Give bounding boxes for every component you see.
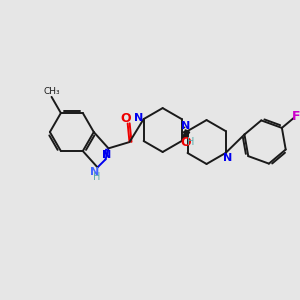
- Text: N: N: [102, 150, 111, 161]
- Text: N: N: [134, 113, 143, 123]
- Text: CH₃: CH₃: [43, 87, 60, 96]
- Text: F: F: [291, 110, 300, 122]
- Polygon shape: [182, 130, 190, 141]
- Text: N: N: [90, 167, 99, 177]
- Text: N: N: [223, 153, 232, 163]
- Text: N: N: [181, 121, 190, 131]
- Text: O: O: [181, 136, 191, 149]
- Text: H: H: [188, 137, 195, 147]
- Text: H: H: [93, 172, 100, 182]
- Text: O: O: [120, 112, 131, 125]
